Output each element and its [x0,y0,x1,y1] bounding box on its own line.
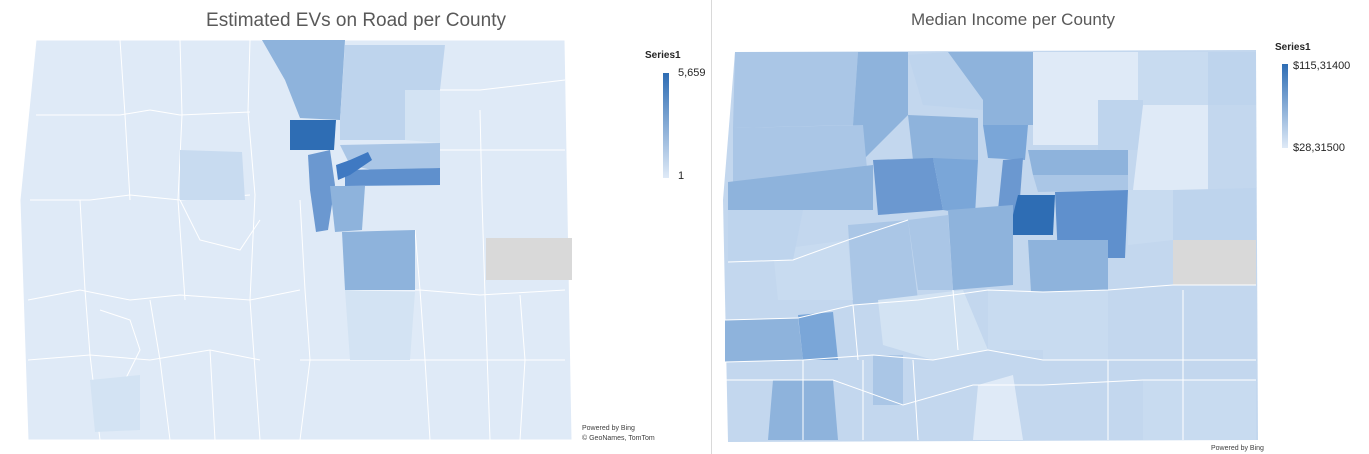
income-map-title: Median Income per County [910,10,1116,29]
county-pueblo [1043,290,1108,360]
county-baca [1143,380,1256,440]
county-chaffee [908,215,953,290]
county-rio-blanco [728,165,873,210]
county-yuma [1098,100,1143,150]
county-phillips [1208,52,1256,105]
income-county-map [723,50,1258,442]
income-credit-bing: Powered by Bing [1211,445,1264,452]
county-fremont [988,290,1043,350]
county-el-paso [342,230,415,290]
county-mineral [873,355,903,405]
ev-legend-gradient [663,73,669,178]
county-san-miguel [725,318,803,362]
county-larimer [262,40,345,120]
county-jefferson [308,150,335,232]
income-legend-min: $28,31500 [1293,142,1345,154]
county-park [948,205,1013,290]
county-mesa-w [728,210,803,262]
county-grand [908,115,978,160]
ev-map-title: Estimated EVs on Road per County [206,10,506,31]
county-summit [933,158,978,215]
county-kit-carson-e [1133,105,1208,190]
county-ne-logan [1033,52,1138,145]
county-borders [724,219,1256,441]
ev-credit-geonames: © GeoNames, TomTom [582,435,655,442]
county-eagle [873,158,943,215]
county-gunnison [848,220,918,305]
county-sedgwick [1138,52,1208,105]
county-ouray [798,312,838,360]
income-legend-gradient [1282,64,1288,148]
county-lincoln [1128,190,1173,245]
county-costilla [973,375,1023,440]
ev-credit-bing: Powered by Bing [582,425,635,432]
county-boulder [983,125,1028,160]
county-east-edge [1173,188,1256,240]
ev-legend-min: 1 [678,170,685,182]
ev-county-map [19,39,573,441]
county-weld [340,45,445,140]
county-jackson [853,52,908,160]
county-douglas [330,186,365,232]
county-adams [1028,150,1128,175]
county-kit-carson-no-data [1173,240,1256,285]
county-arapahoe-n [1033,175,1128,192]
county-eagle [180,150,245,200]
county-saguache [878,290,988,360]
county-douglas [1008,195,1055,235]
county-el-paso [1028,240,1108,292]
county-arapahoe [345,168,440,186]
county-elbert [405,90,440,143]
income-legend-title: Series1 [1275,42,1311,53]
county-pueblo [345,290,415,360]
income-legend-max: $115,31400 [1293,60,1351,72]
county-denver [336,152,372,180]
county-routt-w [733,125,868,182]
county-kit-carson-no-data [486,238,572,280]
county-la-plata [90,375,140,432]
ev-legend-title: Series1 [645,50,681,61]
ev-map-panel: Estimated EVs on Road per County [19,0,712,454]
county-boulder [290,120,336,150]
county-weld-n [948,52,1033,125]
county-nw-moffat [733,52,858,128]
ev-legend-max: 5,659 [678,67,706,79]
income-map-panel: Median Income per County [713,0,1369,454]
